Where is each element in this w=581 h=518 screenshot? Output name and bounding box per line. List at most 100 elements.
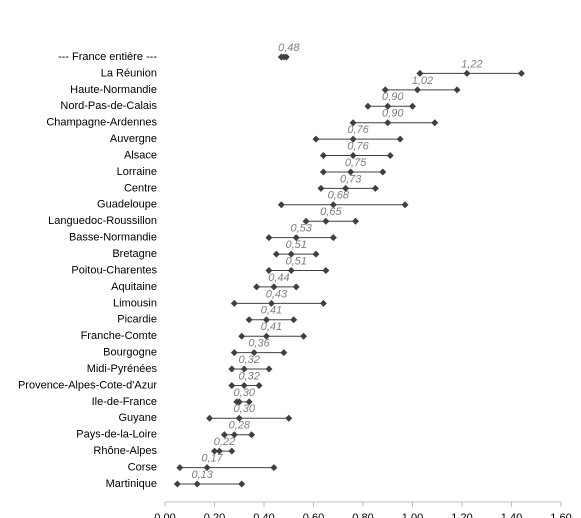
value-label: 0,65	[320, 206, 342, 218]
value-marker	[384, 119, 392, 127]
x-tick-label: 0,00	[154, 512, 175, 518]
max-marker	[282, 53, 290, 61]
category-label: La Réunion	[101, 67, 157, 79]
value-marker	[349, 152, 357, 160]
value-marker	[349, 135, 357, 143]
category-label: Rhône-Alpes	[93, 445, 157, 457]
value-label: 1,02	[412, 75, 433, 87]
min-marker	[319, 168, 327, 176]
max-marker	[322, 267, 330, 274]
max-marker	[245, 398, 253, 406]
x-tick-label: 1,00	[402, 512, 423, 518]
min-marker	[364, 102, 372, 110]
x-tick-label: 1,60	[550, 512, 571, 518]
min-marker	[317, 184, 325, 192]
value-label: 0,53	[290, 223, 312, 235]
value-marker	[463, 69, 471, 77]
min-marker	[277, 201, 285, 209]
category-label: Centre	[124, 182, 157, 194]
max-marker	[386, 152, 394, 160]
min-marker	[245, 316, 253, 324]
max-marker	[517, 69, 525, 77]
max-marker	[300, 332, 308, 340]
value-label: 0,90	[382, 108, 404, 120]
value-marker	[270, 283, 278, 291]
max-marker	[396, 135, 404, 143]
value-marker	[329, 201, 337, 209]
value-marker	[193, 480, 201, 488]
value-label: 0,22	[214, 436, 235, 448]
max-marker	[431, 119, 439, 127]
value-marker	[342, 184, 350, 192]
value-marker	[413, 86, 421, 94]
min-marker	[319, 152, 327, 160]
value-marker	[287, 250, 295, 258]
value-label: 0,32	[238, 370, 259, 382]
min-marker	[230, 349, 238, 357]
min-marker	[265, 234, 273, 242]
max-marker	[379, 168, 387, 176]
max-marker	[319, 299, 327, 307]
category-label: Guyane	[118, 412, 157, 424]
min-marker	[206, 414, 214, 422]
max-marker	[453, 86, 461, 94]
x-tick-label: 1,40	[501, 512, 522, 518]
category-label: Picardie	[117, 314, 157, 326]
value-label: 0,48	[278, 42, 300, 54]
max-marker	[255, 381, 263, 389]
category-label: Franche-Comte	[81, 330, 157, 342]
value-marker	[267, 299, 275, 307]
value-marker	[250, 349, 258, 357]
value-label: 0,76	[347, 124, 369, 136]
value-label: 0,75	[345, 157, 367, 169]
category-label: Bourgogne	[103, 347, 157, 359]
max-marker	[285, 414, 293, 422]
max-marker	[312, 250, 320, 258]
value-marker	[384, 102, 392, 110]
value-marker	[230, 431, 238, 439]
min-marker	[349, 119, 357, 127]
value-label: 0,51	[286, 239, 307, 251]
value-label: 0,51	[286, 255, 307, 267]
value-label: 1,22	[461, 58, 482, 70]
category-label: Bretagne	[112, 248, 157, 260]
min-marker	[173, 480, 181, 488]
value-marker	[235, 398, 243, 406]
category-label: Nord-Pas-de-Calais	[60, 100, 157, 112]
category-label: --- France entière ---	[58, 51, 157, 63]
max-marker	[371, 184, 379, 192]
value-label: 0,68	[328, 190, 350, 202]
value-marker	[262, 332, 270, 340]
min-marker	[312, 135, 320, 143]
min-marker	[211, 447, 218, 455]
value-marker	[262, 316, 270, 324]
max-marker	[270, 464, 278, 472]
min-marker	[302, 217, 310, 225]
value-label: 0,32	[238, 354, 259, 366]
value-label: 0,73	[340, 173, 362, 185]
max-marker	[280, 349, 288, 357]
category-label: Provence-Alpes-Cote-d'Azur	[18, 379, 157, 391]
category-label: Martinique	[106, 478, 157, 490]
max-marker	[329, 234, 337, 242]
value-label: 0,41	[261, 321, 282, 333]
category-label: Haute-Normandie	[70, 84, 157, 96]
value-marker	[240, 365, 248, 373]
category-label: Lorraine	[117, 166, 157, 178]
category-label: Corse	[128, 461, 157, 473]
value-label: 0,36	[248, 338, 270, 350]
category-label: Ile-de-France	[92, 396, 157, 408]
x-tick-label: 0,20	[204, 512, 225, 518]
min-marker	[416, 69, 424, 77]
value-label: 0,90	[382, 91, 404, 103]
value-label: 0,44	[268, 272, 289, 284]
category-label: Midi-Pyrénées	[87, 363, 158, 375]
value-marker	[347, 168, 355, 176]
value-label: 0,30	[234, 387, 256, 399]
min-marker	[228, 365, 236, 373]
value-marker	[235, 414, 243, 422]
category-label: Pays-de-la-Loire	[76, 429, 157, 441]
min-marker	[230, 299, 238, 307]
category-label: Poitou-Charentes	[71, 264, 157, 276]
category-label: Auvergne	[110, 133, 157, 145]
